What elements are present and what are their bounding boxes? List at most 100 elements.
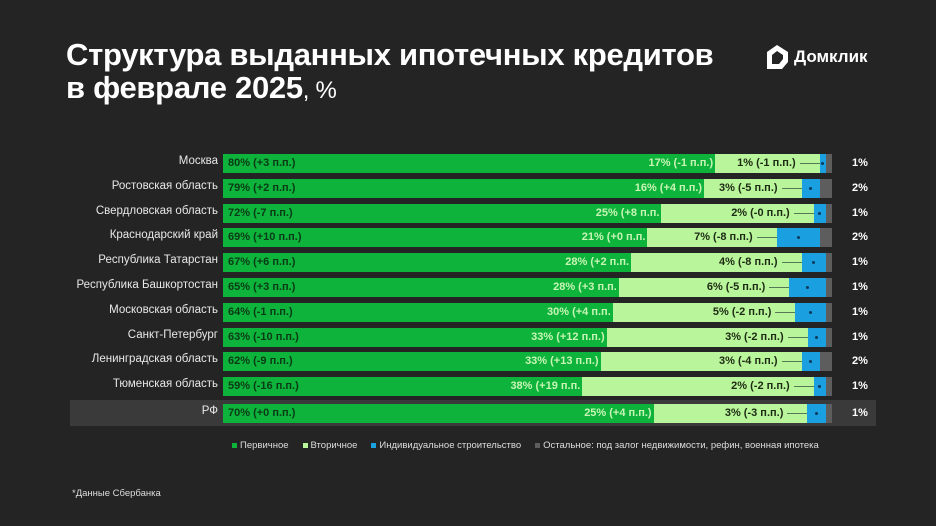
bar-segment-other <box>819 228 832 248</box>
leader-dot <box>809 186 813 190</box>
chart-row: Свердловская область 72% (-7 п.п.) 25% (+8… <box>0 202 936 224</box>
leader-line <box>756 237 777 239</box>
bar-segment-secondary: 3% (-2 п.п.) <box>606 327 808 347</box>
chart-row: Республика Татарстан 67% (+6 п.п.) 28% (+2… <box>0 251 936 273</box>
leader-line <box>793 212 814 214</box>
chart-row: Краснодарский край 69% (+10 п.п.) 21% (+0 … <box>0 226 936 248</box>
leader-line <box>793 386 814 388</box>
bar-segment-primary: 67% (+6 п.п.) 28% (+2 п.п. <box>223 253 632 273</box>
leader-dot <box>815 412 819 415</box>
legend-swatch <box>371 442 377 448</box>
bar-segment-individual <box>776 228 820 248</box>
bar-segment-individual <box>801 352 820 372</box>
bar-segment-primary: 64% (-1 п.п.) 30% (+4 п.п. <box>223 302 613 322</box>
bar-segment-primary: 72% (-7 п.п.) 25% (+8 п.п. <box>223 203 662 223</box>
stacked-bar: 80% (+3 п.п.) 17% (-1 п.п.) 1% (-1 п.п.) <box>223 154 832 173</box>
stacked-bar: 62% (-9 п.п.) 33% (+13 п.п.) 3% (-4 п.п.) <box>223 352 832 372</box>
bar-segment-other <box>825 302 832 322</box>
bar-segment-secondary: 3% (-5 п.п.) <box>704 178 802 198</box>
primary-value-label: 70% (+0 п.п.) <box>228 407 296 419</box>
primary-value-label: 69% (+10 п.п.) <box>228 231 302 244</box>
leader-line <box>781 187 802 189</box>
bar-segment-secondary: 5% (-2 п.п.) <box>612 302 796 322</box>
primary-value-label: 79% (+2 п.п.) <box>228 181 296 194</box>
chart-row: Тюменская область 59% (-16 п.п.) 38% (+19 … <box>0 375 936 397</box>
bar-segment-primary: 79% (+2 п.п.) 16% (+4 п.п.) <box>223 178 705 198</box>
bar-segment-primary: 59% (-16 п.п.) 38% (+19 п.п. <box>223 377 583 397</box>
primary-value-label: 80% (+3 п.п.) <box>228 157 296 169</box>
individual-value-label: 3% (-5 п.п.) <box>719 181 778 194</box>
legend-item-individual: Индивидуальное строительство <box>371 440 521 451</box>
stacked-bar: 79% (+2 п.п.) 16% (+4 п.п.) 3% (-5 п.п.) <box>223 178 832 198</box>
other-value-label: 2% <box>852 181 868 194</box>
domclick-logo: Домклик <box>765 44 868 70</box>
individual-value-label: 3% (-2 п.п.) <box>725 330 784 343</box>
other-value-label: 2% <box>852 231 868 244</box>
category-label: Ростовская область <box>111 179 218 192</box>
individual-value-label: 6% (-5 п.п.) <box>706 281 766 293</box>
secondary-value-label: 28% (+2 п.п. <box>565 256 630 269</box>
other-value-label: 1% <box>852 330 868 343</box>
stacked-bar: 59% (-16 п.п.) 38% (+19 п.п. 2% (-2 п.п.) <box>223 377 832 397</box>
secondary-value-label: 30% (+4 п.п. <box>547 305 611 318</box>
stacked-bar: 70% (+0 п.п.) 25% (+4 п.п.) 3% (-3 п.п.) <box>223 404 832 423</box>
primary-value-label: 64% (-1 п.п.) <box>228 305 293 318</box>
stacked-bar: 69% (+10 п.п.) 21% (+0 п.п. 7% (-8 п.п.) <box>223 228 832 248</box>
chart-row: Ленинградская область 62% (-9 п.п.) 33% (+… <box>0 350 936 372</box>
title-line-2: в феврале 2025 <box>66 70 303 105</box>
category-label: Ленинградская область <box>91 353 218 366</box>
secondary-value-label: 38% (+19 п.п. <box>510 380 581 393</box>
bar-segment-other <box>819 352 832 372</box>
bar-segment-other <box>825 404 832 423</box>
other-value-label: 1% <box>852 380 868 393</box>
other-value-label: 1% <box>852 157 868 169</box>
title-line-1: Структура выданных ипотечных кредитов <box>66 37 714 72</box>
leader-line <box>781 262 802 264</box>
individual-value-label: 5% (-2 п.п.) <box>712 305 772 318</box>
category-label: Тюменская область <box>112 378 218 391</box>
primary-value-label: 72% (-7 п.п.) <box>228 206 293 219</box>
category-label: Республика Башкортостан <box>76 279 218 291</box>
chart-row: Ростовская область 79% (+2 п.п.) 16% (+4 п… <box>0 177 936 199</box>
bar-segment-primary: 70% (+0 п.п.) 25% (+4 п.п.) <box>223 404 654 423</box>
leader-line <box>787 413 808 414</box>
bar-segment-individual <box>801 253 826 273</box>
footnote: *Данные Сбербанка <box>72 488 161 499</box>
bar-segment-other <box>825 154 832 173</box>
primary-value-label: 62% (-9 п.п.) <box>228 355 293 368</box>
category-label: Краснодарский край <box>109 229 218 242</box>
bar-segment-individual <box>813 203 826 223</box>
leader-dot <box>818 385 822 389</box>
secondary-value-label: 21% (+0 п.п. <box>581 231 646 244</box>
individual-value-label: 7% (-8 п.п.) <box>694 231 753 244</box>
chart-row: Республика Башкортостан 65% (+3 п.п.) 28% … <box>0 276 936 298</box>
other-value-label: 1% <box>852 256 868 269</box>
category-label: Республика Татарстан <box>98 254 218 267</box>
leader-dot <box>806 286 810 289</box>
leader-dot <box>809 360 813 364</box>
category-label: Свердловская область <box>95 204 218 217</box>
category-label: Москва <box>178 155 218 167</box>
bar-segment-primary: 69% (+10 п.п.) 21% (+0 п.п. <box>223 228 648 248</box>
individual-value-label: 2% (-0 п.п.) <box>731 206 790 219</box>
bar-segment-individual <box>813 377 826 397</box>
bar-segment-secondary: 1% (-1 п.п.) <box>715 154 820 173</box>
other-value-label: 2% <box>852 355 868 368</box>
leader-line <box>781 361 802 363</box>
legend-item-secondary: Вторичное <box>302 440 357 451</box>
other-value-label: 1% <box>852 281 868 293</box>
secondary-value-label: 33% (+13 п.п.) <box>525 355 599 368</box>
secondary-value-label: 16% (+4 п.п.) <box>634 181 703 194</box>
bar-segment-primary: 65% (+3 п.п.) 28% (+3 п.п. <box>223 278 619 297</box>
leader-dot <box>812 261 816 265</box>
secondary-value-label: 17% (-1 п.п.) <box>648 157 714 169</box>
individual-value-label: 1% (-1 п.п.) <box>737 157 796 169</box>
bar-segment-individual <box>789 278 826 297</box>
stacked-bar: 65% (+3 п.п.) 28% (+3 п.п. 6% (-5 п.п.) <box>223 278 832 297</box>
bar-segment-individual <box>819 154 826 173</box>
stacked-bar: 63% (-10 п.п.) 33% (+12 п.п.) 3% (-2 п.п.) <box>223 327 832 347</box>
bar-segment-individual <box>801 178 820 198</box>
logo-text: Домклик <box>794 47 868 66</box>
bar-segment-other <box>825 203 832 223</box>
bar-segment-primary: 62% (-9 п.п.) 33% (+13 п.п.) <box>223 352 601 372</box>
